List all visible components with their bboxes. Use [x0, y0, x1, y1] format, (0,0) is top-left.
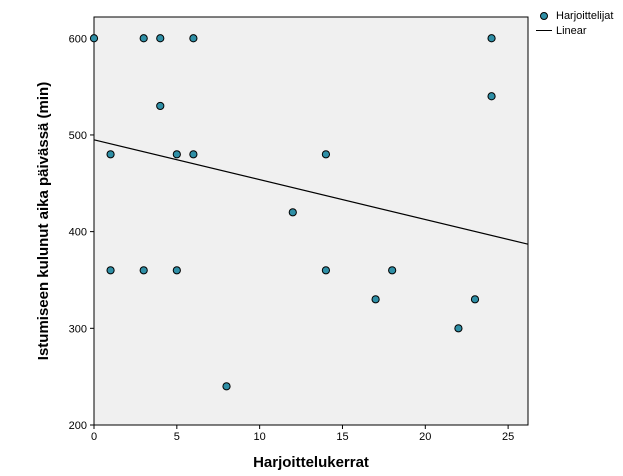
data-point: [139, 34, 148, 43]
data-point: [106, 150, 115, 159]
legend: Harjoittelijat Linear: [536, 8, 613, 38]
data-point: [172, 266, 181, 275]
x-tick-label: 25: [502, 431, 514, 443]
data-point: [321, 150, 331, 159]
data-point: [89, 34, 99, 43]
data-point: [487, 92, 496, 101]
y-axis: 200 300 400 500 600: [69, 33, 94, 432]
data-point: [156, 101, 165, 111]
data-point: [470, 295, 480, 304]
legend-label: Harjoittelijat: [556, 9, 614, 22]
data-point: [106, 266, 115, 275]
legend-item-line: Linear: [536, 23, 613, 38]
legend-line-icon: [536, 30, 552, 31]
data-point: [321, 266, 331, 275]
legend-marker-icon: [536, 11, 552, 20]
y-tick-label: 200: [69, 420, 87, 432]
points-layer: [89, 34, 496, 391]
fit-line-layer: [93, 139, 529, 245]
data-point: [388, 266, 397, 275]
x-tick-label: 5: [174, 431, 180, 443]
data-point: [139, 266, 148, 275]
fit-line: [93, 139, 529, 245]
data-point: [189, 150, 198, 159]
x-axis-title: Harjoittelukerrat: [253, 454, 369, 471]
plot-area: [93, 16, 529, 426]
data-point: [288, 208, 297, 217]
data-point: [371, 295, 380, 304]
legend-item-points: Harjoittelijat: [536, 8, 613, 23]
y-tick-label: 600: [69, 33, 87, 45]
legend-label: Linear: [556, 24, 587, 37]
data-point: [454, 324, 463, 333]
x-tick-label: 15: [336, 431, 348, 443]
y-tick-label: 400: [69, 227, 87, 239]
data-point: [172, 150, 181, 159]
x-tick-label: 20: [419, 431, 431, 443]
data-point: [156, 34, 165, 43]
x-axis: 0 5 10 15 20 25: [91, 425, 514, 443]
y-tick-label: 500: [69, 130, 87, 142]
x-tick-label: 10: [254, 431, 266, 443]
data-point: [189, 34, 198, 43]
y-tick-label: 300: [69, 323, 87, 335]
data-point: [222, 382, 231, 391]
y-axis-title: Istumiseen kulunut aika päivässä (min): [35, 82, 52, 360]
data-point: [487, 34, 496, 43]
x-tick-label: 0: [91, 431, 97, 443]
